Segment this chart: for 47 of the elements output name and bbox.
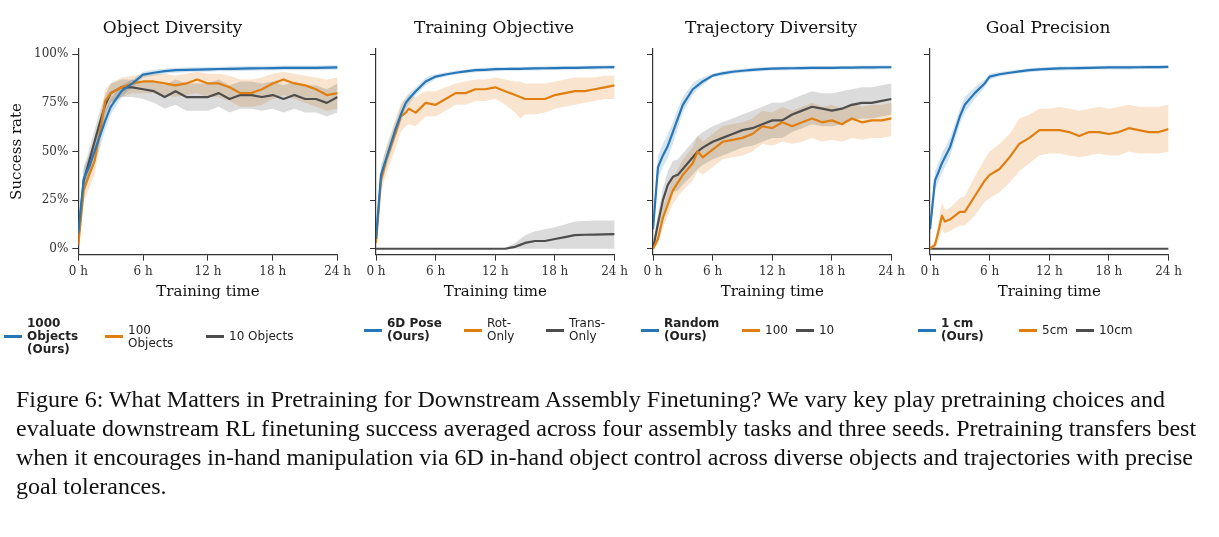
- x-tick-label: 12 h: [1035, 263, 1063, 278]
- legend-label: 10 Objects: [229, 329, 294, 343]
- x-axis-title: Training time: [720, 281, 825, 300]
- x-tick-label: 0 h: [68, 263, 89, 278]
- x-tick-label: 6 h: [703, 263, 723, 278]
- legend-label: 1 cm (Ours): [941, 316, 985, 343]
- y-tick-label: 25%: [41, 192, 69, 207]
- x-tick-label: 24 h: [324, 263, 352, 278]
- x-tick-label: 18 h: [1095, 263, 1123, 278]
- y-tick-label: 75%: [41, 94, 69, 109]
- caption: Figure 6: What Matters in Pretraining for Downstream Assembly Finetuning? We vary key play pretraining choices and evaluate downstream RL finetuning success averaged across four assembly tasks and three seeds. Pretraining transfers best when it encourages in-hand manipulation via 6D in-hand object control across diverse objects and trajectories with precise goal tolerances.: [16, 385, 1198, 501]
- x-tick-label: 12 h: [758, 263, 786, 278]
- x-tick-label: 24 h: [1155, 263, 1183, 278]
- legend-label: Rot-Only: [486, 316, 516, 343]
- x-axis-title: Training time: [443, 281, 548, 300]
- legend-label: 100 Objects: [128, 322, 175, 350]
- y-tick-label: 0%: [49, 240, 69, 255]
- y-tick-label: 100%: [33, 46, 69, 61]
- legend-label: 6D Pose (Ours): [387, 316, 443, 343]
- legend-label: 1000 Objects (Ours): [27, 316, 80, 356]
- y-tick-label: 50%: [41, 143, 69, 158]
- legend-label: 100: [765, 322, 788, 337]
- x-tick-label: 18 h: [259, 263, 287, 278]
- chart-title: Trajectory Diversity: [684, 16, 858, 37]
- chart-title: Object Diversity: [102, 16, 243, 37]
- x-tick-label: 6 h: [980, 263, 1000, 278]
- x-tick-label: 12 h: [194, 263, 222, 278]
- chart-title: Training Objective: [413, 16, 575, 37]
- legend-label: 10cm: [1098, 322, 1133, 337]
- x-tick-label: 12 h: [481, 263, 509, 278]
- chart-title: Goal Precision: [985, 16, 1111, 37]
- x-axis-title: Training time: [156, 281, 260, 300]
- x-tick-label: 0 h: [366, 263, 386, 278]
- legend-label: 10: [818, 322, 835, 337]
- x-tick-label: 6 h: [133, 263, 153, 278]
- x-axis-title: Training time: [997, 281, 1102, 300]
- legend-label: 5cm: [1042, 322, 1068, 337]
- x-tick-label: 6 h: [426, 263, 446, 278]
- x-tick-label: 0 h: [643, 263, 663, 278]
- x-tick-label: 18 h: [818, 263, 846, 278]
- legend-label: Random (Ours): [664, 316, 721, 343]
- y-axis-title: Success rate: [6, 102, 25, 200]
- x-tick-label: 24 h: [601, 263, 629, 278]
- x-tick-label: 0 h: [920, 263, 940, 278]
- x-tick-label: 18 h: [541, 263, 569, 278]
- x-tick-label: 24 h: [878, 263, 906, 278]
- legend-label: Trans-Only: [569, 316, 607, 343]
